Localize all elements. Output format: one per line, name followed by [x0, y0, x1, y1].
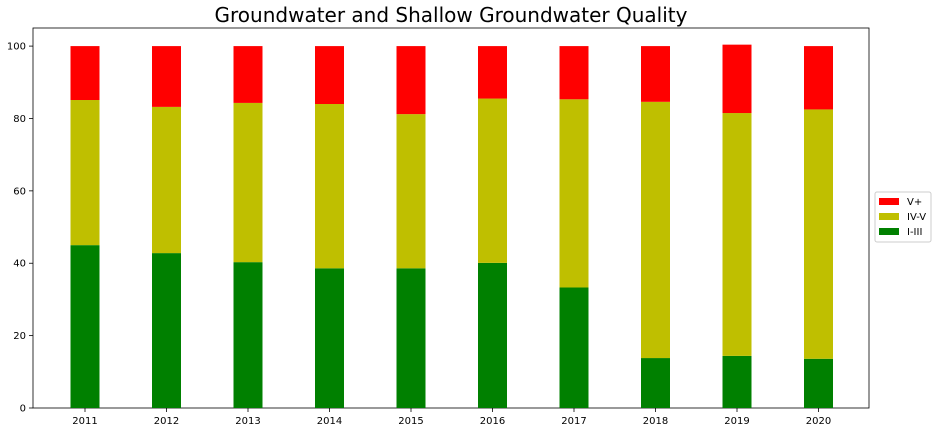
y-tick-label: 60: [13, 186, 26, 197]
bars: [70, 44, 833, 408]
bar-segment-iv-v: [70, 100, 100, 246]
x-tick-label: 2012: [154, 416, 179, 427]
bar-segment-i-iii: [641, 358, 670, 408]
bar-segment-v: [641, 46, 670, 102]
bar-segment-v: [722, 44, 752, 114]
bar-segment-v: [396, 46, 426, 115]
x-tick-label: 2015: [398, 416, 423, 427]
bar-segment-v: [233, 46, 263, 103]
y-axis: 0 20 40 60 80 100: [7, 42, 33, 415]
y-tick-label: 100: [7, 42, 26, 53]
bar-segment-iv-v: [559, 99, 589, 288]
y-tick-label: 20: [13, 331, 26, 342]
bar-segment-v: [152, 46, 181, 107]
bar-segment-iv-v: [641, 101, 670, 359]
bar-segment-i-iii: [233, 262, 263, 408]
bar-segment-iv-v: [233, 102, 263, 263]
x-tick-label: 2018: [643, 416, 668, 427]
legend-swatch: [879, 198, 899, 205]
legend-swatch: [879, 228, 899, 235]
x-tick-label: 2019: [724, 416, 749, 427]
bar-segment-v: [315, 46, 344, 104]
y-tick-label: 0: [20, 404, 26, 415]
legend-label: I-III: [907, 227, 922, 238]
bar-segment-i-iii: [722, 355, 752, 408]
bar-segment-iv-v: [152, 106, 181, 254]
bar-segment-i-iii: [559, 287, 589, 408]
legend-label: IV-V: [907, 212, 926, 223]
x-tick-label: 2014: [317, 416, 342, 427]
bar-segment-v: [559, 46, 589, 100]
bar-segment-i-iii: [70, 245, 100, 408]
plot-area: [32, 27, 870, 409]
x-axis: 2011 2012 2013 2014 2015 2016 2017 2018 2019 2020: [72, 408, 831, 427]
bar-segment-i-iii: [152, 253, 181, 408]
bar-segment-v: [70, 46, 100, 101]
bar-segment-i-iii: [804, 358, 833, 408]
bar-segment-i-iii: [396, 268, 426, 408]
legend-label: V+: [907, 197, 922, 208]
y-tick-label: 80: [13, 114, 26, 125]
legend-swatch: [879, 213, 899, 220]
x-tick-label: 2011: [72, 416, 97, 427]
x-tick-label: 2017: [561, 416, 586, 427]
bar-segment-v: [804, 46, 833, 110]
bar-segment-iv-v: [396, 114, 426, 269]
x-tick-label: 2020: [806, 416, 831, 427]
x-tick-label: 2013: [235, 416, 260, 427]
bar-segment-iv-v: [804, 109, 833, 359]
bar-segment-iv-v: [478, 98, 507, 263]
bar-segment-iv-v: [722, 113, 752, 356]
x-tick-label: 2016: [480, 416, 505, 427]
legend: V+ IV-V I-III: [874, 191, 932, 243]
bar-segment-v: [478, 46, 507, 99]
chart-title: Groundwater and Shallow Groundwater Qual…: [215, 3, 688, 27]
y-tick-label: 40: [13, 259, 26, 270]
bar-segment-i-iii: [478, 262, 507, 408]
bar-segment-i-iii: [315, 268, 344, 408]
bar-segment-iv-v: [315, 104, 344, 269]
